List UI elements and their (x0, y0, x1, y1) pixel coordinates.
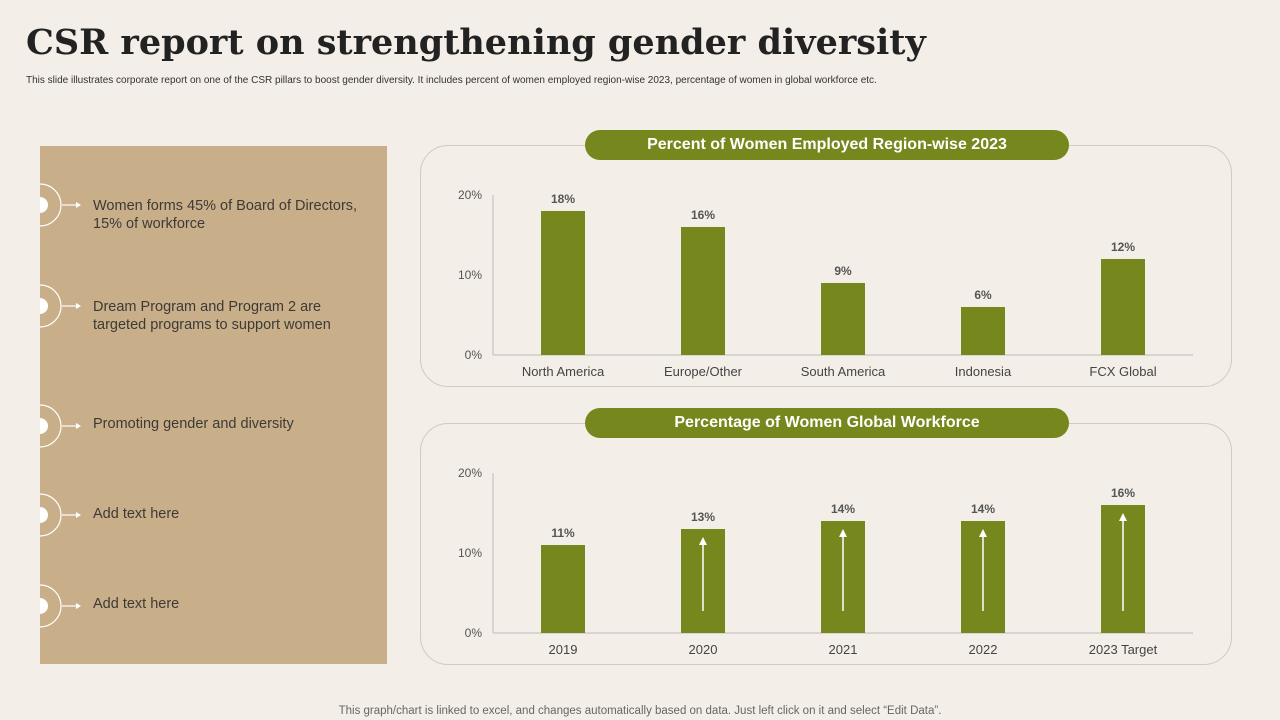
growth-arrow-icon (1119, 513, 1127, 611)
data-label: 9% (834, 264, 852, 278)
region-chart-title: Percent of Women Employed Region-wise 20… (585, 130, 1069, 160)
data-label: 18% (551, 192, 575, 206)
bar (681, 227, 725, 355)
data-label: 14% (971, 502, 995, 516)
key-point-text: Add text here (93, 506, 180, 522)
data-label: 11% (551, 526, 575, 540)
key-point: Add text here (40, 485, 387, 545)
y-tick-label: 0% (465, 348, 483, 362)
x-tick-label: 2023 Target (1089, 642, 1158, 657)
arrow-bullet-icon (40, 404, 81, 448)
growth-arrow-icon (979, 529, 987, 611)
workforce-chart: 0% 10% 20% 11% 2019 13% 2020 14% 2021 14% 2022 16% 2… (458, 466, 1193, 657)
data-label: 12% (1111, 240, 1135, 254)
data-label: 6% (974, 288, 992, 302)
growth-arrow-icon (839, 529, 847, 611)
x-tick-label: South America (801, 364, 886, 379)
x-tick-label: Europe/Other (664, 364, 743, 379)
bar (821, 283, 865, 355)
x-tick-label: 2019 (549, 642, 578, 657)
x-tick-label: 2020 (689, 642, 718, 657)
bar (541, 211, 585, 355)
key-point-text: Add text here (93, 596, 180, 612)
growth-arrow-icon (699, 537, 707, 611)
key-point: Women forms 45% of Board of Directors, 1… (40, 175, 387, 235)
arrow-bullet-icon (40, 584, 81, 628)
key-point-text: Promoting gender and diversity (93, 416, 294, 432)
region-chart: 0% 10% 20% 18% North America 16% Europe/Other 9… (458, 188, 1193, 379)
y-tick-label: 10% (458, 546, 482, 560)
x-tick-label: Indonesia (955, 364, 1012, 379)
key-point: Dream Program and Program 2 are targeted… (40, 276, 387, 336)
y-tick-label: 10% (458, 268, 482, 282)
key-point-text: Dream Program and Program 2 are targeted… (93, 299, 331, 333)
x-tick-label: 2022 (969, 642, 998, 657)
arrow-bullet-icon (40, 493, 81, 537)
data-label: 13% (691, 510, 715, 524)
footer-note: This graph/chart is linked to excel, and… (338, 705, 942, 717)
data-label: 14% (831, 502, 855, 516)
page-title: CSR report on strengthening gender diver… (26, 22, 926, 63)
workforce-chart-title: Percentage of Women Global Workforce (585, 408, 1069, 438)
bar (961, 307, 1005, 355)
data-label: 16% (691, 208, 715, 222)
data-label: 16% (1111, 486, 1135, 500)
key-point: Add text here (40, 576, 387, 636)
key-points-panel: Women forms 45% of Board of Directors, 1… (40, 146, 387, 664)
y-tick-label: 0% (465, 626, 483, 640)
key-point: Promoting gender and diversity (40, 396, 387, 456)
arrow-bullet-icon (40, 183, 81, 227)
key-point-text: Women forms 45% of Board of Directors, 1… (93, 198, 358, 232)
bar (1101, 259, 1145, 355)
x-tick-label: North America (522, 364, 605, 379)
x-tick-label: FCX Global (1089, 364, 1156, 379)
x-tick-label: 2021 (829, 642, 858, 657)
page-subtitle: This slide illustrates corporate report … (26, 75, 877, 86)
y-tick-label: 20% (458, 466, 482, 480)
y-tick-label: 20% (458, 188, 482, 202)
bar (541, 545, 585, 633)
arrow-bullet-icon (40, 284, 81, 328)
